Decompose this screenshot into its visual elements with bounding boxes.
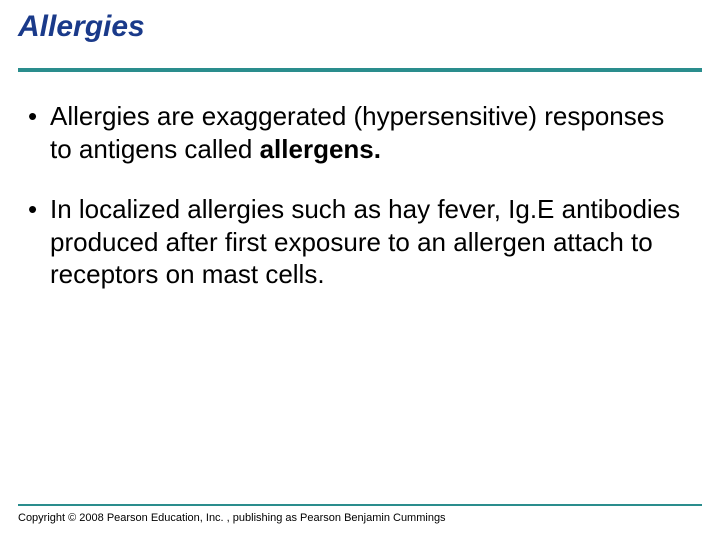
bullet-text: In localized allergies such as hay fever… — [50, 193, 692, 291]
bullet-dot: • — [28, 100, 50, 165]
bullet-item: • In localized allergies such as hay fev… — [28, 193, 692, 291]
copyright-text: Copyright © 2008 Pearson Education, Inc.… — [18, 512, 702, 524]
slide-body: • Allergies are exaggerated (hypersensit… — [18, 72, 702, 291]
bullet-pre: In localized allergies such as hay fever… — [50, 194, 680, 289]
rule-bottom — [18, 504, 702, 506]
bullet-text: Allergies are exaggerated (hypersensitiv… — [50, 100, 692, 165]
bullet-dot: • — [28, 193, 50, 291]
slide: Allergies • Allergies are exaggerated (h… — [0, 0, 720, 540]
bullet-item: • Allergies are exaggerated (hypersensit… — [28, 100, 692, 165]
slide-title: Allergies — [18, 10, 702, 50]
footer: Copyright © 2008 Pearson Education, Inc.… — [18, 504, 702, 524]
bullet-bold: allergens. — [260, 134, 381, 164]
